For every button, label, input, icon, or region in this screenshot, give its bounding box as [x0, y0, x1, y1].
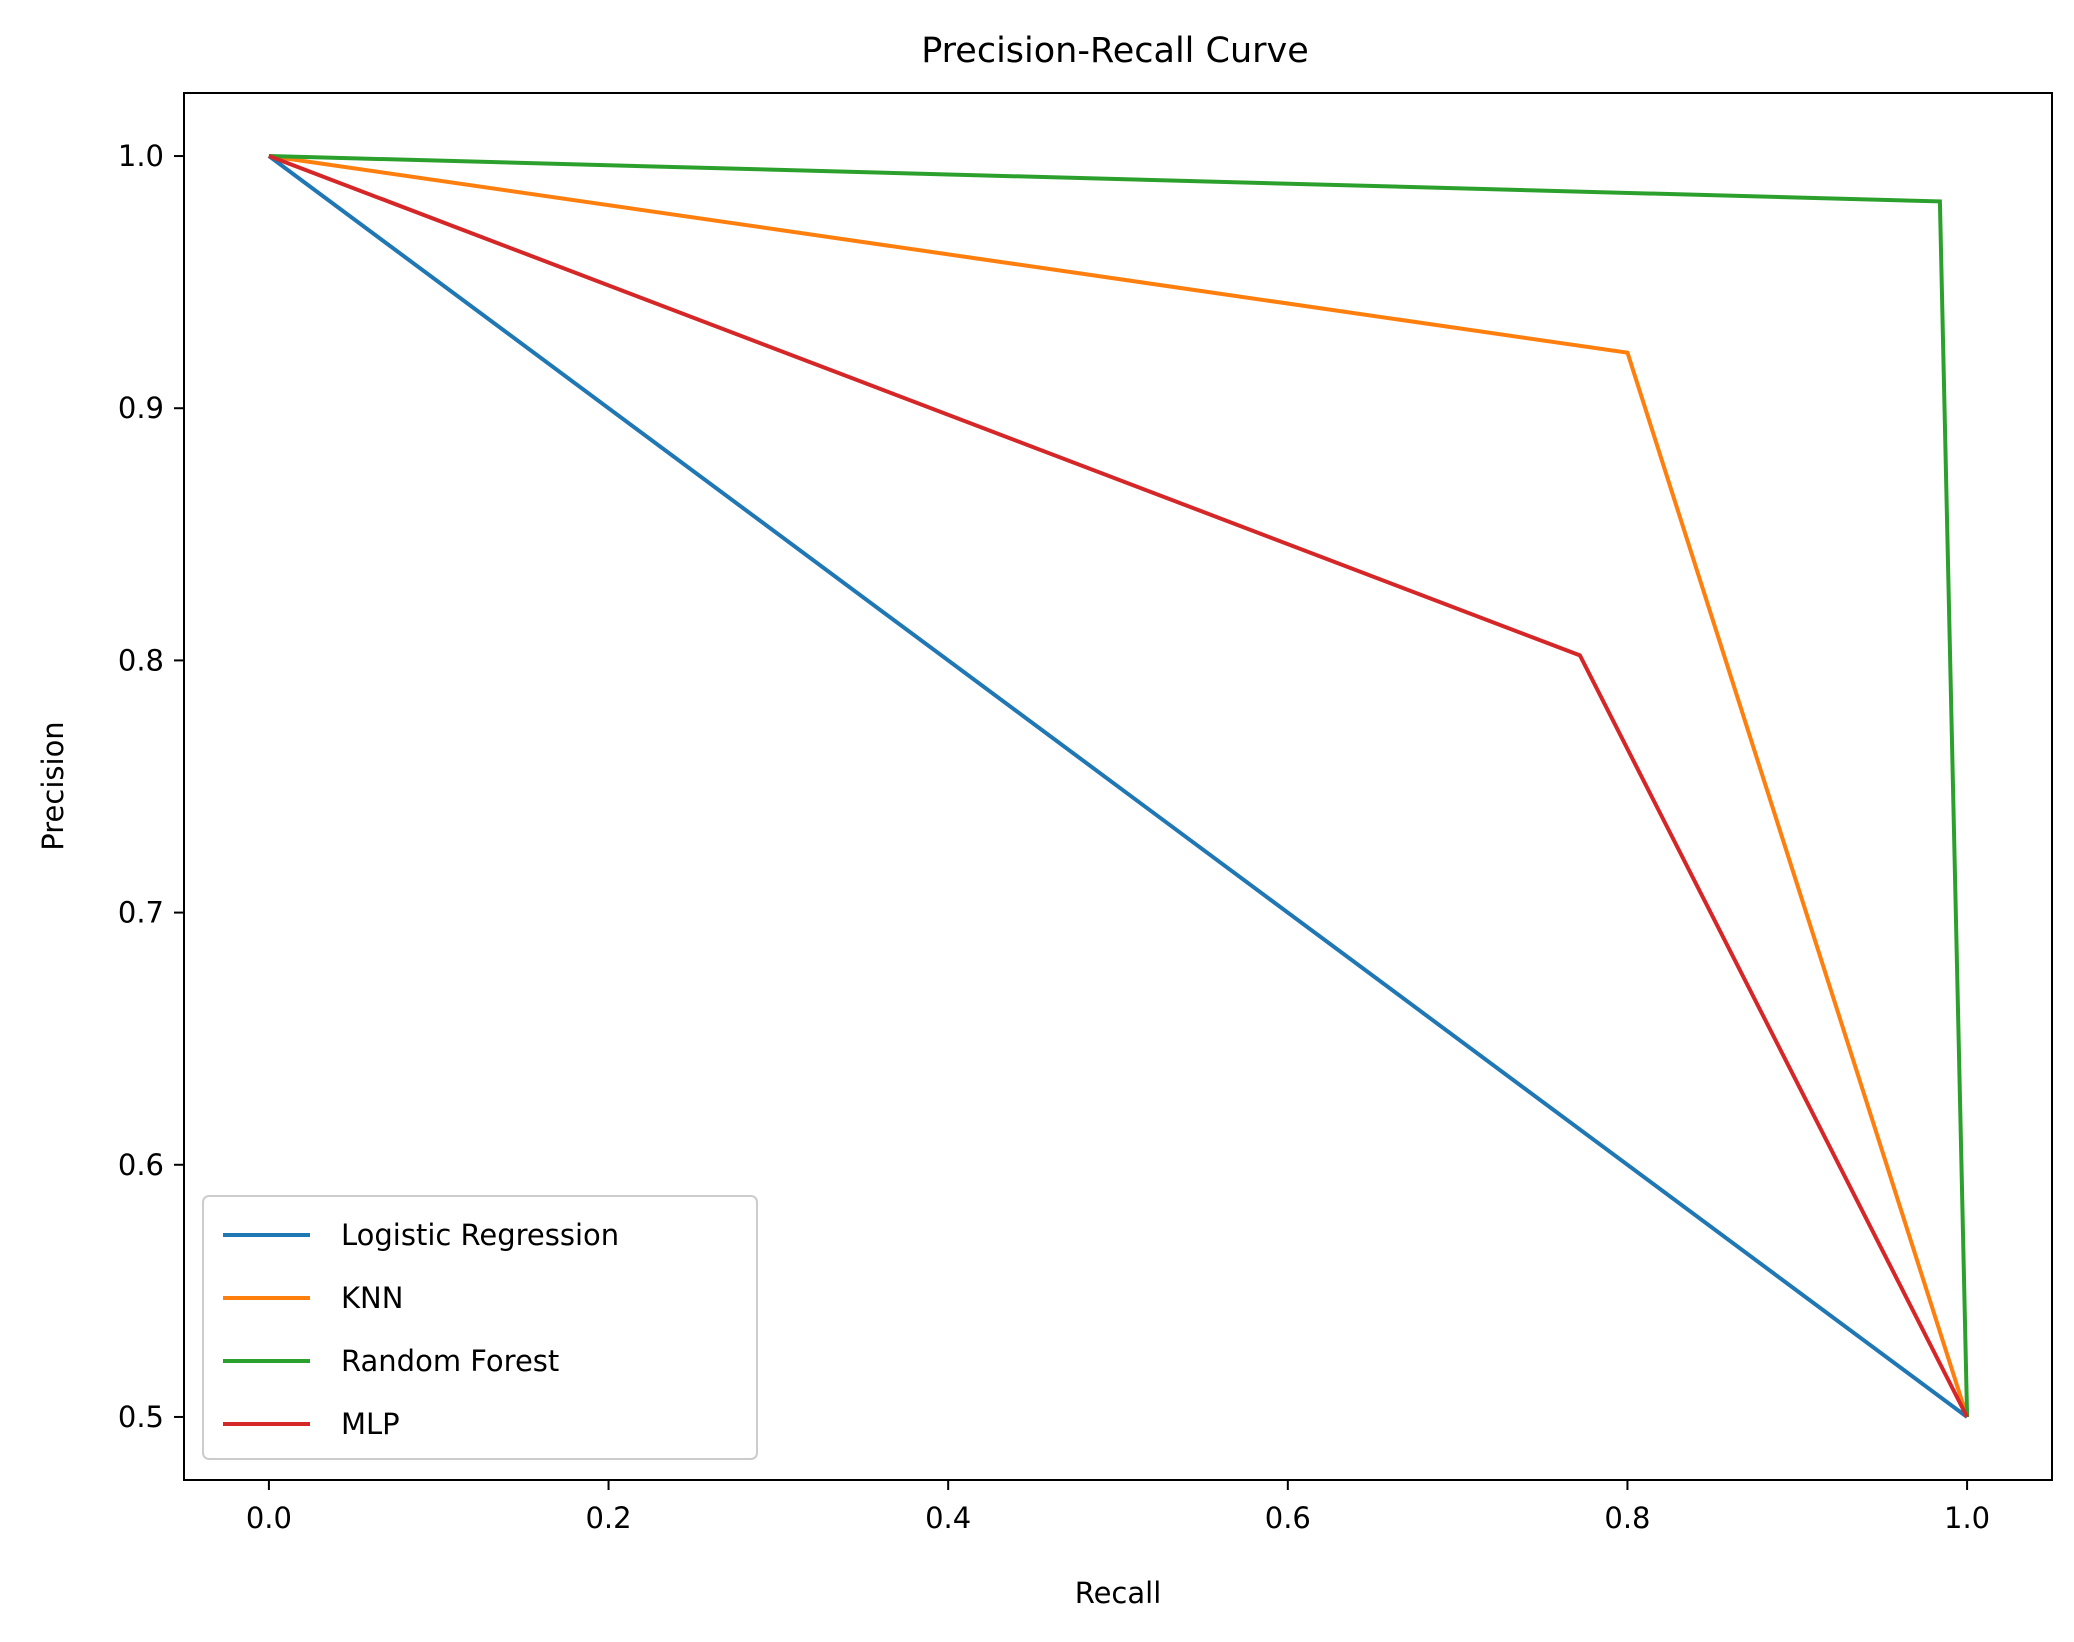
y-tick-label: 0.9 [118, 391, 164, 425]
y-tick-label: 0.5 [118, 1400, 164, 1434]
x-axis-label: Recall [1075, 1576, 1162, 1610]
legend-label-random-forest: Random Forest [341, 1344, 559, 1378]
legend: Logistic Regression KNN Random Forest MLP [202, 1195, 758, 1460]
legend-label-logistic-regression: Logistic Regression [341, 1218, 619, 1252]
y-axis-label: Precision [36, 721, 70, 850]
x-axis-ticks: 0.0 0.2 0.4 0.6 0.8 1.0 [246, 1480, 1990, 1535]
y-tick-label: 0.7 [118, 896, 164, 930]
series-layer [267, 154, 1970, 1419]
x-tick-label: 0.2 [585, 1501, 631, 1535]
x-tick-label: 0.6 [1265, 1501, 1311, 1535]
legend-box [202, 1195, 758, 1460]
x-tick-label: 0.4 [925, 1501, 971, 1535]
y-tick-label: 1.0 [118, 139, 164, 173]
y-axis-ticks: 0.5 0.6 0.7 0.8 0.9 1.0 [118, 139, 184, 1434]
x-tick-label: 0.8 [1604, 1501, 1650, 1535]
legend-label-mlp: MLP [341, 1407, 400, 1441]
y-tick-label: 0.6 [118, 1148, 164, 1182]
y-tick-label: 0.8 [118, 643, 164, 677]
chart-title: Precision-Recall Curve [921, 31, 1309, 71]
series-line-random-forest [268, 154, 1970, 1418]
series-line-logistic-regression [267, 154, 1969, 1419]
series-line-knn [268, 154, 1970, 1418]
legend-entries: Logistic Regression KNN Random Forest MLP [223, 1218, 619, 1441]
series-line-mlp [268, 154, 1969, 1418]
legend-label-knn: KNN [341, 1281, 403, 1315]
x-tick-label: 1.0 [1944, 1501, 1990, 1535]
x-tick-label: 0.0 [246, 1501, 292, 1535]
plot-area-frame [183, 92, 2053, 1481]
